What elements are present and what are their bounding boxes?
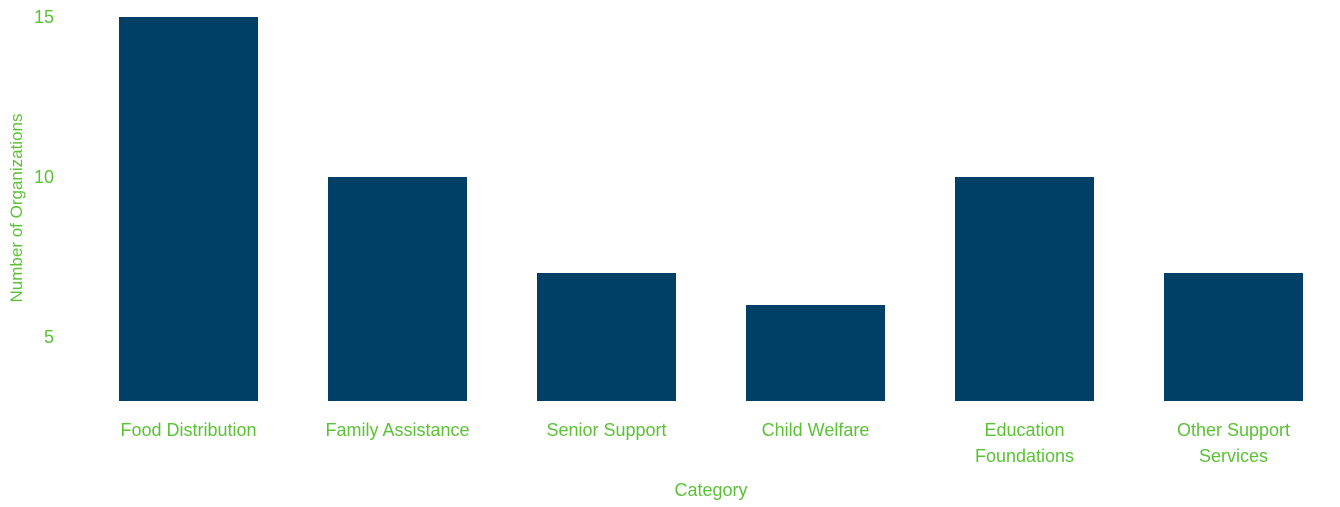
x-tick-label-1: Family Assistance (325, 420, 469, 440)
x-tick-label-0: Food Distribution (120, 420, 256, 440)
bar-4 (955, 177, 1094, 401)
y-axis-ticks: 5 10 15 (34, 7, 54, 347)
x-tick-label-4: Education Foundations (975, 420, 1074, 466)
bar-2 (537, 273, 676, 401)
x-axis-label: Category (674, 480, 747, 500)
y-tick-label-2: 15 (34, 7, 54, 27)
bar-3 (746, 305, 885, 401)
x-axis-ticks: Food Distribution Family Assistance Senior… (120, 420, 1290, 466)
y-tick-label-1: 10 (34, 167, 54, 187)
bars-layer (119, 17, 1303, 401)
x-tick-label-2: Senior Support (546, 420, 666, 440)
bar-5 (1164, 273, 1303, 401)
x-tick-label-3: Child Welfare (762, 420, 870, 440)
bar-0 (119, 17, 258, 401)
bar-1 (328, 177, 467, 401)
y-axis-label: Number of Organizations (7, 114, 26, 303)
x-tick-label-5: Other Support Services (1177, 420, 1290, 466)
y-tick-label-0: 5 (44, 327, 54, 347)
